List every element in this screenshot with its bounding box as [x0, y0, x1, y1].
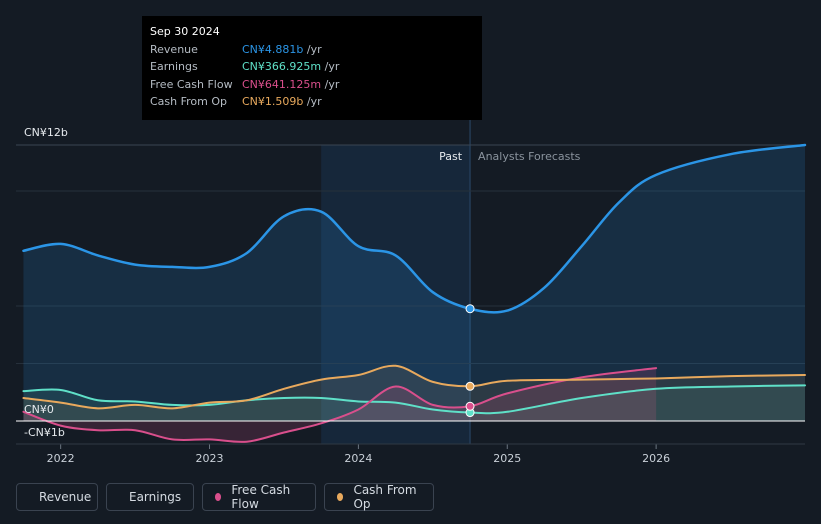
tooltip-row-cash-from-op: Cash From Op CN¥1.509b /yr: [150, 95, 470, 111]
cash-from-op-marker: [465, 381, 475, 391]
tooltip-unit: /yr: [303, 43, 322, 56]
tooltip-row-revenue: Revenue CN¥4.881b /yr: [150, 43, 470, 59]
tooltip-label: Free Cash Flow: [150, 78, 233, 91]
x-tick-label: 2023: [196, 452, 224, 465]
tooltip-label: Cash From Op: [150, 95, 228, 108]
y-tick-label: CN¥12b: [24, 126, 68, 139]
revenue-marker: [465, 304, 475, 314]
legend-label: Revenue: [39, 490, 92, 504]
legend-item-cash-from-op[interactable]: Cash From Op: [324, 483, 434, 511]
tooltip-unit: /yr: [303, 95, 322, 108]
x-tick-label: 2026: [642, 452, 670, 465]
tooltip-value: CN¥1.509b: [242, 95, 304, 108]
tooltip-label: Earnings: [150, 60, 198, 73]
past-label: Past: [439, 150, 463, 163]
legend-item-free-cash-flow[interactable]: Free Cash Flow: [202, 483, 316, 511]
tooltip-date: Sep 30 2024: [150, 25, 220, 38]
free-cash-flow-line: [22, 367, 658, 443]
cash-from-op-line: [22, 364, 806, 410]
tooltip-row-free-cash-flow: Free Cash Flow CN¥641.125m /yr: [150, 78, 470, 94]
legend-label: Free Cash Flow: [231, 483, 291, 511]
tooltip-value: CN¥4.881b: [242, 43, 304, 56]
legend-label: Cash From Op: [353, 483, 417, 511]
tooltip-value: CN¥641.125m: [242, 78, 322, 91]
x-tick-label: 2025: [493, 452, 521, 465]
revenue-line: [22, 143, 807, 314]
earnings-line: [22, 384, 806, 415]
tooltip-unit: /yr: [321, 78, 340, 91]
legend: Revenue Earnings Free Cash Flow Cash Fro…: [16, 483, 434, 513]
tooltip-label: Revenue: [150, 43, 198, 56]
y-tick-label: -CN¥1b: [24, 426, 65, 439]
tooltip-unit: /yr: [321, 60, 340, 73]
legend-label: Earnings: [129, 490, 182, 504]
tooltip: Sep 30 2024 Revenue CN¥4.881b /yr Earnin…: [142, 16, 482, 120]
tooltip-row-earnings: Earnings CN¥366.925m /yr: [150, 60, 470, 76]
x-tick-label: 2022: [47, 452, 75, 465]
x-tick-label: 2024: [344, 452, 372, 465]
free-cash-flow-area: [23, 368, 657, 442]
past-highlight-region: [321, 145, 471, 444]
legend-dot-icon: [215, 493, 222, 501]
forecast-label: Analysts Forecasts: [478, 150, 581, 163]
free-cash-flow-marker: [465, 401, 475, 411]
tooltip-value: CN¥366.925m: [242, 60, 322, 73]
legend-item-revenue[interactable]: Revenue: [16, 483, 98, 511]
legend-item-earnings[interactable]: Earnings: [106, 483, 194, 511]
y-tick-label: CN¥0: [24, 403, 54, 416]
legend-dot-icon: [337, 493, 344, 501]
